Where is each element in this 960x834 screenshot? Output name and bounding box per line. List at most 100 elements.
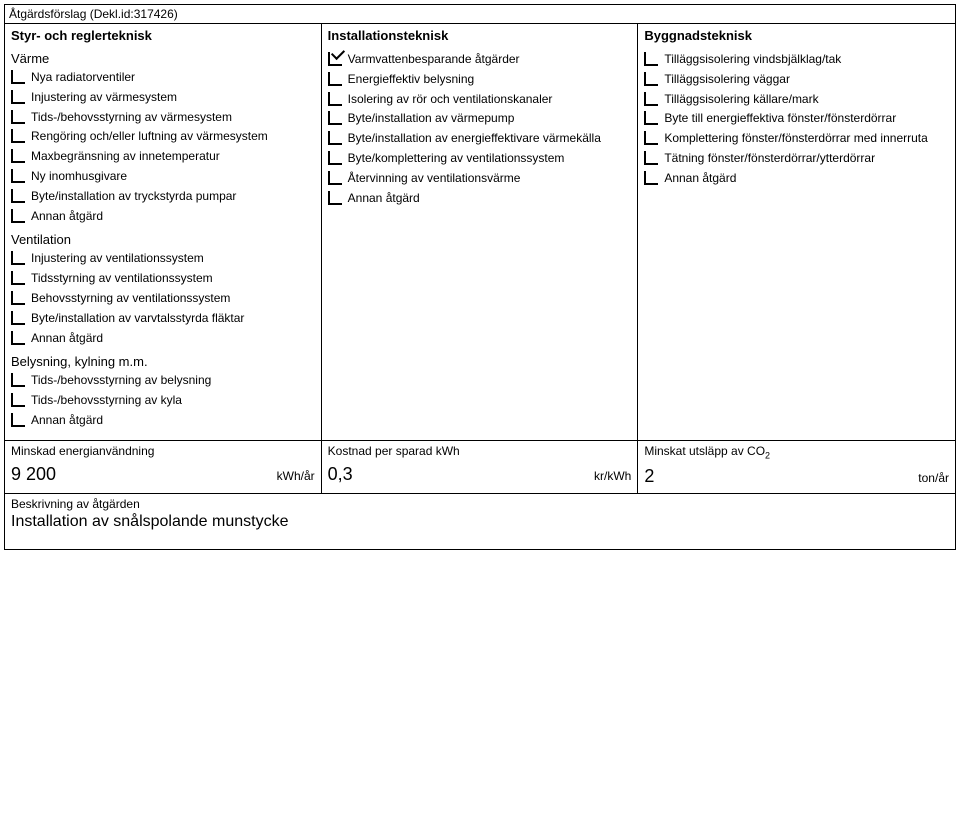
checkbox-label: Annan åtgärd <box>31 208 315 225</box>
checkbox-icon[interactable] <box>328 72 342 86</box>
checkbox-row: Tids-/behovsstyrning av belysning <box>11 372 315 389</box>
col2-header: Installationsteknisk <box>328 28 632 43</box>
checkbox-icon[interactable] <box>11 291 25 305</box>
form-title-row: Åtgärdsförslag (Dekl.id:317426) <box>5 5 955 23</box>
bottom-cell-cost: Kostnad per sparad kWh 0,3 kr/kWh <box>322 441 639 493</box>
checkbox-label: Byte/komplettering av ventilationssystem <box>348 150 632 167</box>
checkbox-label: Maxbegränsning av innetemperatur <box>31 148 315 165</box>
checkbox-icon[interactable] <box>644 131 658 145</box>
description-row: Beskrivning av åtgärden Installation av … <box>5 493 955 549</box>
checkbox-icon[interactable] <box>11 70 25 84</box>
checkbox-label: Byte till energieffektiva fönster/fönste… <box>664 110 949 127</box>
form-title: Åtgärdsförslag (Dekl.id:317426) <box>9 7 178 21</box>
checkbox-label: Injustering av ventilationssystem <box>31 250 315 267</box>
checkbox-icon[interactable] <box>11 373 25 387</box>
checkbox-icon[interactable] <box>328 171 342 185</box>
checkbox-row: Tids-/behovsstyrning av värmesystem <box>11 109 315 126</box>
checkbox-icon[interactable] <box>644 92 658 106</box>
checkbox-label: Nya radiatorventiler <box>31 69 315 86</box>
checkbox-icon[interactable] <box>328 131 342 145</box>
checkbox-row: Tilläggsisolering vindsbjälklag/tak <box>644 51 949 68</box>
checkbox-row: Energieffektiv belysning <box>328 71 632 88</box>
checkbox-icon[interactable] <box>328 92 342 106</box>
col-styr: Styr- och reglerteknisk VärmeNya radiato… <box>5 24 322 440</box>
checkbox-icon[interactable] <box>11 110 25 124</box>
description-text: Installation av snålspolande munstycke <box>11 513 949 531</box>
checkbox-icon[interactable] <box>328 151 342 165</box>
checkbox-row: Byte/komplettering av ventilationssystem <box>328 150 632 167</box>
checkbox-row: Varmvattenbesparande åtgärder <box>328 51 632 68</box>
checkbox-icon[interactable] <box>328 52 342 66</box>
bottom-unit-co2: ton/år <box>918 471 949 485</box>
checkbox-label: Tätning fönster/fönsterdörrar/ytterdörra… <box>664 150 949 167</box>
checkbox-icon[interactable] <box>11 90 25 104</box>
checkbox-row: Isolering av rör och ventilationskanaler <box>328 91 632 108</box>
checkbox-label: Ny inomhusgivare <box>31 168 315 185</box>
section-title: Belysning, kylning m.m. <box>11 354 315 369</box>
description-label: Beskrivning av åtgärden <box>11 497 949 511</box>
checkbox-icon[interactable] <box>11 129 25 143</box>
bottom-value-co2: 2 <box>644 466 654 487</box>
bottom-cell-co2: Minskat utsläpp av CO2 2 ton/år <box>638 441 955 493</box>
bottom-value-energy: 9 200 <box>11 464 56 485</box>
checkbox-row: Maxbegränsning av innetemperatur <box>11 148 315 165</box>
checkbox-label: Byte/installation av varvtalsstyrda fläk… <box>31 310 315 327</box>
checkbox-row: Annan åtgärd <box>328 190 632 207</box>
checkbox-icon[interactable] <box>644 111 658 125</box>
bottom-unit-energy: kWh/år <box>277 469 315 483</box>
checkbox-icon[interactable] <box>644 72 658 86</box>
checkbox-icon[interactable] <box>328 111 342 125</box>
checkbox-label: Isolering av rör och ventilationskanaler <box>348 91 632 108</box>
checkbox-label: Byte/installation av tryckstyrda pumpar <box>31 188 315 205</box>
checkbox-label: Tidsstyrning av ventilationssystem <box>31 270 315 287</box>
checkbox-row: Nya radiatorventiler <box>11 69 315 86</box>
checkbox-icon[interactable] <box>328 191 342 205</box>
checkbox-row: Byte till energieffektiva fönster/fönste… <box>644 110 949 127</box>
checkbox-label: Tids-/behovsstyrning av värmesystem <box>31 109 315 126</box>
checkbox-icon[interactable] <box>11 189 25 203</box>
checkbox-row: Komplettering fönster/fönsterdörrar med … <box>644 130 949 147</box>
checkbox-label: Annan åtgärd <box>664 170 949 187</box>
checkbox-row: Byte/installation av värmepump <box>328 110 632 127</box>
form-container: Åtgärdsförslag (Dekl.id:317426) Styr- oc… <box>4 4 956 550</box>
checkbox-icon[interactable] <box>11 169 25 183</box>
checkbox-row: Tätning fönster/fönsterdörrar/ytterdörra… <box>644 150 949 167</box>
bottom-label-cost: Kostnad per sparad kWh <box>328 444 632 458</box>
checkbox-label: Varmvattenbesparande åtgärder <box>348 51 632 68</box>
checkbox-row: Annan åtgärd <box>644 170 949 187</box>
checkbox-icon[interactable] <box>644 171 658 185</box>
checkbox-icon[interactable] <box>11 331 25 345</box>
checkbox-icon[interactable] <box>11 149 25 163</box>
checkbox-icon[interactable] <box>11 271 25 285</box>
checkbox-row: Annan åtgärd <box>11 412 315 429</box>
main-grid: Styr- och reglerteknisk VärmeNya radiato… <box>5 23 955 440</box>
bottom-cell-energy: Minskad energianvändning 9 200 kWh/år <box>5 441 322 493</box>
section-title: Ventilation <box>11 232 315 247</box>
checkbox-label: Byte/installation av energieffektivare v… <box>348 130 632 147</box>
checkbox-icon[interactable] <box>11 251 25 265</box>
checkbox-label: Byte/installation av värmepump <box>348 110 632 127</box>
checkbox-icon[interactable] <box>11 311 25 325</box>
checkbox-icon[interactable] <box>644 151 658 165</box>
checkbox-row: Behovsstyrning av ventilationssystem <box>11 290 315 307</box>
checkbox-icon[interactable] <box>11 393 25 407</box>
checkbox-row: Rengöring och/eller luftning av värmesys… <box>11 128 315 145</box>
bottom-label-co2: Minskat utsläpp av CO2 <box>644 444 949 460</box>
checkbox-row: Ny inomhusgivare <box>11 168 315 185</box>
checkbox-label: Behovsstyrning av ventilationssystem <box>31 290 315 307</box>
checkbox-label: Energieffektiv belysning <box>348 71 632 88</box>
checkbox-row: Byte/installation av tryckstyrda pumpar <box>11 188 315 205</box>
checkbox-label: Rengöring och/eller luftning av värmesys… <box>31 128 315 145</box>
checkbox-row: Byte/installation av varvtalsstyrda fläk… <box>11 310 315 327</box>
checkbox-icon[interactable] <box>11 209 25 223</box>
checkbox-label: Annan åtgärd <box>31 330 315 347</box>
checkbox-row: Injustering av värmesystem <box>11 89 315 106</box>
checkbox-label: Tids-/behovsstyrning av belysning <box>31 372 315 389</box>
checkbox-label: Tids-/behovsstyrning av kyla <box>31 392 315 409</box>
checkbox-icon[interactable] <box>11 413 25 427</box>
checkbox-label: Tilläggsisolering vindsbjälklag/tak <box>664 51 949 68</box>
checkbox-row: Tids-/behovsstyrning av kyla <box>11 392 315 409</box>
col-installation: Installationsteknisk Varmvattenbesparand… <box>322 24 639 440</box>
checkbox-icon[interactable] <box>644 52 658 66</box>
col3-header: Byggnadsteknisk <box>644 28 949 43</box>
